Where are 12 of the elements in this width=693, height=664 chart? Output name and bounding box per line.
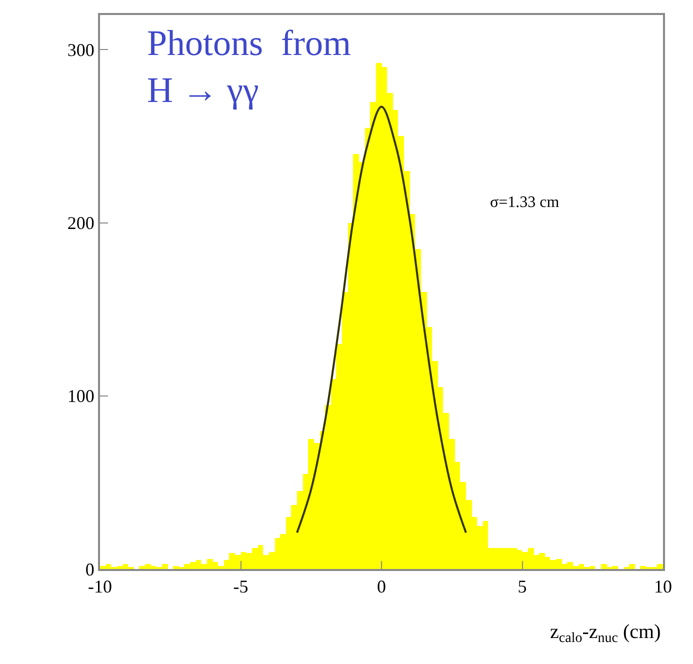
x-axis-title: z$_{calo}$-z$_{nuc}$ (cm) [550, 621, 661, 646]
annotation: Photons from H → γγ [147, 23, 352, 110]
y-tick-label: 0 [85, 559, 94, 580]
x-tick-label: -10 [88, 576, 112, 597]
y-tick-label: 300 [67, 40, 94, 60]
x-tick-label: 10 [654, 576, 672, 597]
y-tick-label: 200 [67, 213, 94, 234]
x-tick-label: -5 [233, 576, 248, 597]
x-tick-label: 0 [377, 576, 386, 597]
y-tick-label: 100 [67, 386, 94, 406]
annotation: σ=1.33 cm [490, 194, 560, 211]
x-tick-label: 5 [518, 576, 527, 597]
